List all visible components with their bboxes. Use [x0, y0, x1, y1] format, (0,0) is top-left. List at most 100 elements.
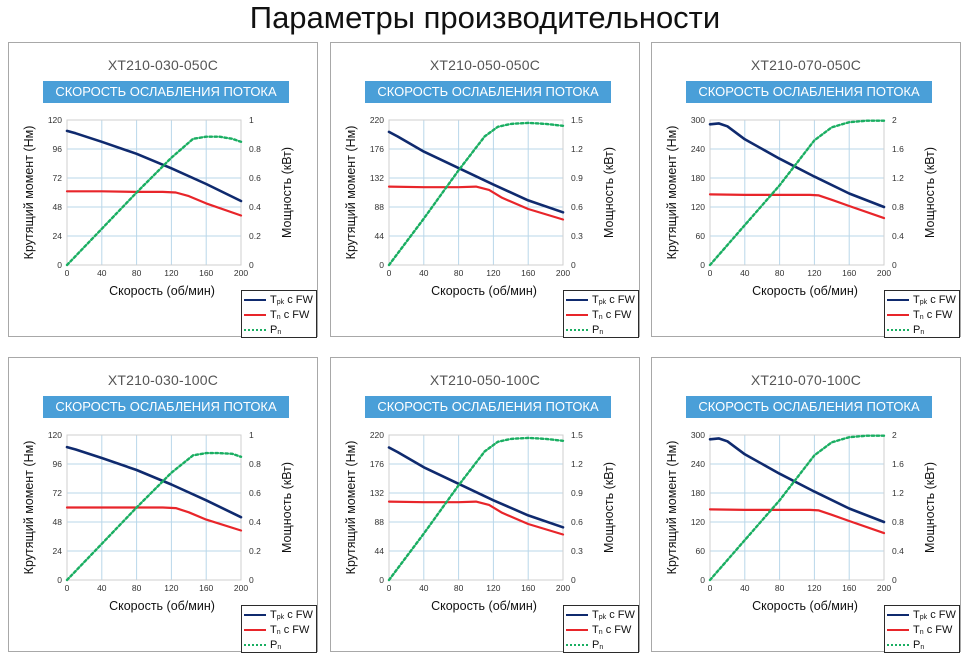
x-axis-label: Скорость (об/мин)	[752, 284, 858, 298]
plot-area	[709, 434, 885, 581]
legend-item-pn: Pn	[244, 323, 316, 337]
y-tick-label: 120	[48, 430, 62, 440]
series-line-tn	[708, 508, 886, 535]
x-tick-label: 80	[775, 268, 785, 278]
series-line-pn	[65, 135, 243, 267]
series-line-tpk	[65, 445, 243, 519]
legend-item-pn: Pn	[566, 638, 638, 652]
legend-line-tpk	[244, 614, 266, 616]
legend: Tpk с FW Tn с FW Pn	[241, 290, 317, 338]
y-tick-label: 176	[370, 144, 384, 154]
y-tick-label: 60	[696, 546, 706, 556]
x-tick-label: 160	[842, 583, 856, 593]
flux-weakening-banner: СКОРОСТЬ ОСЛАБЛЕНИЯ ПОТОКА	[686, 396, 932, 418]
legend-line-tpk	[244, 299, 266, 301]
x-tick-label: 200	[556, 583, 570, 593]
x-tick-label: 40	[419, 583, 429, 593]
series-line-tn	[65, 506, 243, 532]
x-tick-label: 80	[454, 268, 464, 278]
x-tick-label: 200	[234, 583, 248, 593]
legend-item-tn: Tn с FW	[566, 308, 638, 322]
x-tick-label: 40	[97, 268, 107, 278]
legend-line-tn	[566, 629, 588, 631]
legend-item-tpk: Tpk с FW	[244, 293, 316, 307]
y2-tick-label: 2	[892, 115, 897, 125]
x-tick-label: 0	[65, 268, 70, 278]
y2-axis-label: Мощность (кВт)	[280, 147, 294, 238]
series-line-tpk	[387, 446, 565, 529]
y-axis-label: Крутящий момент (Нм)	[22, 441, 36, 575]
legend-item-tpk: Tpk с FW	[566, 608, 638, 622]
y-tick-label: 240	[691, 459, 705, 469]
y2-tick-label: 0	[571, 260, 576, 270]
y2-tick-label: 0.4	[892, 546, 904, 556]
x-tick-label: 80	[132, 583, 142, 593]
chart-title: XT210-030-100C	[107, 372, 219, 388]
y-tick-label: 72	[53, 488, 63, 498]
y2-tick-label: 0.6	[571, 202, 583, 212]
y-tick-label: 0	[57, 260, 62, 270]
legend: Tpk с FW Tn с FW Pn	[241, 605, 317, 653]
y2-axis-label: Мощность (кВт)	[602, 462, 616, 553]
legend-line-tpk	[566, 299, 588, 301]
y2-tick-label: 0	[249, 575, 254, 585]
x-tick-label: 120	[164, 268, 178, 278]
y2-tick-label: 1.2	[892, 488, 904, 498]
chart-panel-5: XT210-050-100C СКОРОСТЬ ОСЛАБЛЕНИЯ ПОТОК…	[330, 357, 640, 653]
flux-weakening-banner: СКОРОСТЬ ОСЛАБЛЕНИЯ ПОТОКА	[43, 396, 289, 418]
y2-tick-label: 1	[249, 115, 254, 125]
y2-tick-label: 0.9	[571, 488, 583, 498]
x-axis-label: Скорость (об/мин)	[431, 599, 537, 613]
chart-panel-3: XT210-070-050C СКОРОСТЬ ОСЛАБЛЕНИЯ ПОТОК…	[651, 42, 961, 338]
y2-tick-label: 0.4	[249, 517, 261, 527]
legend-item-tn: Tn с FW	[566, 623, 638, 637]
y-axis-label: Крутящий момент (Нм)	[665, 126, 679, 260]
chart-title: XT210-070-100C	[750, 372, 862, 388]
flux-weakening-banner: СКОРОСТЬ ОСЛАБЛЕНИЯ ПОТОКА	[43, 81, 289, 103]
x-tick-label: 200	[234, 268, 248, 278]
chart-panel-6: XT210-070-100C СКОРОСТЬ ОСЛАБЛЕНИЯ ПОТОК…	[651, 357, 961, 653]
legend-line-pn	[244, 644, 266, 646]
y2-tick-label: 1.6	[892, 459, 904, 469]
x-tick-label: 200	[877, 583, 891, 593]
legend-line-tn	[887, 314, 909, 316]
x-tick-label: 120	[486, 268, 500, 278]
y-tick-label: 300	[691, 115, 705, 125]
flux-weakening-banner: СКОРОСТЬ ОСЛАБЛЕНИЯ ПОТОКА	[365, 81, 611, 103]
legend: Tpk с FW Tn с FW Pn	[884, 605, 960, 653]
y-tick-label: 0	[700, 260, 705, 270]
y-axis-label: Крутящий момент (Нм)	[665, 441, 679, 575]
y-tick-label: 24	[53, 546, 63, 556]
y2-tick-label: 0.6	[249, 173, 261, 183]
y-tick-label: 44	[375, 231, 385, 241]
y-tick-label: 24	[53, 231, 63, 241]
x-tick-label: 160	[199, 583, 213, 593]
legend-item-pn: Pn	[244, 638, 316, 652]
y-axis-label: Крутящий момент (Нм)	[344, 441, 358, 575]
legend-item-pn: Pn	[887, 323, 959, 337]
chart-title: XT210-050-050C	[429, 57, 541, 73]
y-tick-label: 176	[370, 459, 384, 469]
x-tick-label: 40	[97, 583, 107, 593]
series-line-tn	[65, 190, 243, 217]
x-tick-label: 200	[877, 268, 891, 278]
y2-tick-label: 0.2	[249, 546, 261, 556]
legend-line-pn	[566, 644, 588, 646]
chart-panel-1: XT210-030-050C СКОРОСТЬ ОСЛАБЛЕНИЯ ПОТОК…	[8, 42, 318, 338]
x-tick-label: 40	[740, 583, 750, 593]
y2-axis-label: Мощность (кВт)	[280, 462, 294, 553]
y-tick-label: 220	[370, 115, 384, 125]
y2-tick-label: 0.3	[571, 231, 583, 241]
y2-tick-label: 0.8	[892, 517, 904, 527]
legend-line-tpk	[887, 614, 909, 616]
x-axis-label: Скорость (об/мин)	[109, 599, 215, 613]
x-tick-label: 120	[486, 583, 500, 593]
y-tick-label: 132	[370, 488, 384, 498]
x-tick-label: 0	[708, 268, 713, 278]
y-tick-label: 60	[696, 231, 706, 241]
